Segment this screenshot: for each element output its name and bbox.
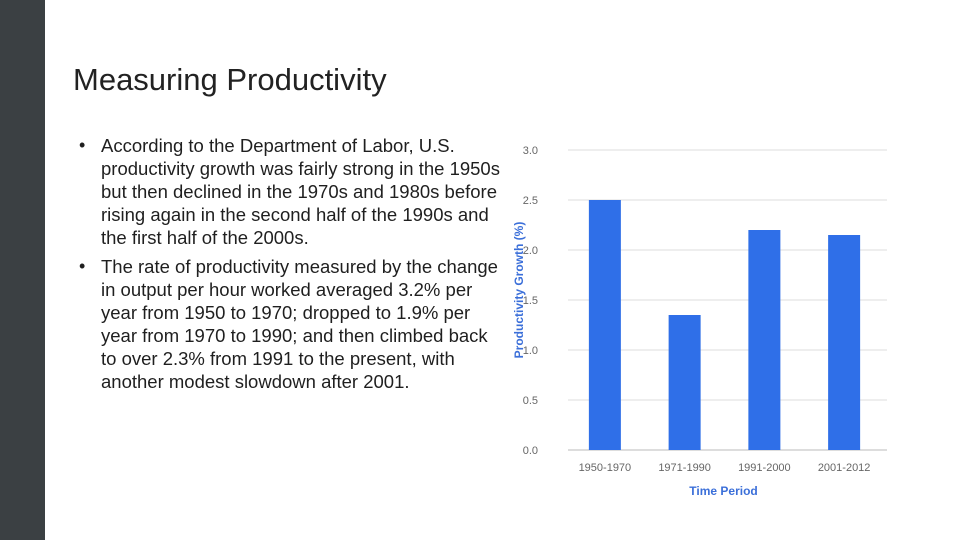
y-axis-title: Productivity Growth (%) bbox=[512, 222, 526, 359]
productivity-chart: 0.0 0.5 1.0 1.5 2.0 2.5 3.0 1950-1970 1971-1990 1… bbox=[503, 138, 895, 504]
bullet-text: According to the Department of Labor, U.… bbox=[101, 135, 500, 248]
x-axis-title: Time Period bbox=[689, 484, 757, 498]
bar-1991-2000 bbox=[748, 230, 781, 450]
x-tick-label: 1950-1970 bbox=[579, 462, 632, 474]
slide-title: Measuring Productivity bbox=[73, 62, 387, 97]
y-tick-label: 2.0 bbox=[523, 245, 538, 257]
x-tick-label: 1991-2000 bbox=[738, 462, 791, 474]
x-tick-label: 2001-2012 bbox=[818, 462, 871, 474]
y-tick-label: 3.0 bbox=[523, 145, 538, 157]
bullet-text: The rate of productivity measured by the… bbox=[101, 256, 498, 392]
y-tick-label: 0.5 bbox=[523, 395, 538, 407]
y-tick-label: 0.0 bbox=[523, 445, 538, 457]
bullet-item: • According to the Department of Labor, … bbox=[79, 134, 504, 249]
bar-1971-1990 bbox=[668, 315, 701, 450]
bullet-dot-icon: • bbox=[79, 135, 86, 155]
slide-sidebar-accent bbox=[0, 0, 45, 540]
y-tick-label: 1.0 bbox=[523, 345, 538, 357]
y-tick-label: 2.5 bbox=[523, 195, 538, 207]
bar-2001-2012 bbox=[828, 235, 861, 450]
bullet-dot-icon: • bbox=[79, 256, 86, 276]
bar-chart-svg: 0.0 0.5 1.0 1.5 2.0 2.5 3.0 1950-1970 1971-1990 1… bbox=[512, 145, 887, 498]
y-tick-label: 1.5 bbox=[523, 295, 538, 307]
bullet-item: • The rate of productivity measured by t… bbox=[79, 255, 504, 393]
bar-1950-1970 bbox=[588, 200, 621, 450]
bullet-list: • According to the Department of Labor, … bbox=[79, 134, 504, 399]
x-tick-label: 1971-1990 bbox=[658, 462, 711, 474]
